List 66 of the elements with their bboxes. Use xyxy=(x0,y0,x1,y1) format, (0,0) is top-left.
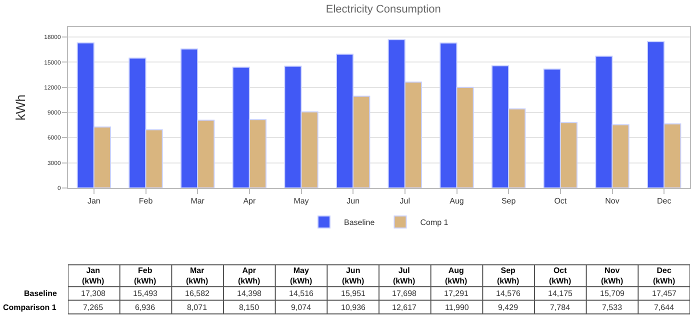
data-label: 9,429 xyxy=(498,303,519,312)
category-label: Jun xyxy=(346,266,360,275)
x-tick-label: Apr xyxy=(243,196,256,206)
data-label: 15,951 xyxy=(341,289,366,298)
data-label: 8,150 xyxy=(239,303,260,312)
text: (kWh) xyxy=(497,276,520,286)
y-axis-title: kWh xyxy=(13,94,28,120)
data-label: 17,457 xyxy=(652,289,678,298)
x-tick-label: Jun xyxy=(346,196,360,206)
data-label: 10,936 xyxy=(341,303,366,312)
text: (kWh) xyxy=(445,276,468,286)
text: (kWh) xyxy=(653,276,676,286)
data-label: 17,308 xyxy=(81,289,106,298)
category-label: May xyxy=(293,266,309,275)
text: Baseline xyxy=(24,289,58,298)
data-label: 9,074 xyxy=(291,303,312,312)
data-label: 12,617 xyxy=(392,303,418,312)
category-label: Feb xyxy=(138,266,152,275)
category-label: Jul xyxy=(398,266,410,275)
data-label: 17,291 xyxy=(444,289,470,298)
data-label: 14,516 xyxy=(289,289,314,298)
category-label: Jan xyxy=(86,266,100,275)
data-label: 14,576 xyxy=(496,289,522,298)
data-label: 7,784 xyxy=(550,303,571,312)
category-label: Apr xyxy=(242,266,256,275)
text: (kWh) xyxy=(393,276,416,286)
data-label: 7,265 xyxy=(83,303,104,312)
legend-label: Comp 1 xyxy=(420,218,449,228)
x-tick-label: Nov xyxy=(605,196,620,206)
legend-label: Baseline xyxy=(344,218,376,228)
x-tick-label: Sep xyxy=(501,196,516,206)
data-label: 7,644 xyxy=(654,303,675,312)
x-tick-label: Jul xyxy=(400,196,410,206)
x-tick-label: Jan xyxy=(87,196,100,206)
x-tick-label: Feb xyxy=(138,196,154,206)
data-label: 14,175 xyxy=(548,289,574,298)
x-tick-label: May xyxy=(294,196,309,206)
data-label: 15,709 xyxy=(600,289,626,298)
data-label: 17,698 xyxy=(392,289,418,298)
data-label: 7,533 xyxy=(602,303,623,312)
category-label: Aug xyxy=(448,266,464,275)
data-label: 14,398 xyxy=(237,289,262,298)
x-tick-label: Dec xyxy=(656,196,672,206)
text: (kWh) xyxy=(82,276,105,286)
category-label: Oct xyxy=(553,266,567,275)
text: (kWh) xyxy=(238,276,260,286)
text: (kWh) xyxy=(342,276,364,286)
category-label: Dec xyxy=(656,266,672,275)
x-tick-label: Aug xyxy=(450,196,464,206)
data-label: 6,936 xyxy=(135,303,156,312)
data-label: 15,493 xyxy=(133,289,158,298)
x-tick-label: Oct xyxy=(554,196,568,206)
x-tick-label: Mar xyxy=(190,196,205,206)
category-label: Nov xyxy=(604,266,620,275)
category-label: Mar xyxy=(190,266,204,275)
text: (kWh) xyxy=(549,276,572,286)
text: (kWh) xyxy=(134,276,156,286)
data-label: 16,582 xyxy=(185,289,210,298)
chart-title: Electricity Consumption xyxy=(326,4,441,16)
text: (kWh) xyxy=(186,276,208,286)
data-label: 11,990 xyxy=(445,303,470,312)
category-label: Sep xyxy=(500,266,516,275)
data-label: 8,071 xyxy=(187,303,208,312)
text: (kWh) xyxy=(601,276,624,286)
text: (kWh) xyxy=(290,276,312,286)
text: Comparison 1 xyxy=(3,303,57,312)
